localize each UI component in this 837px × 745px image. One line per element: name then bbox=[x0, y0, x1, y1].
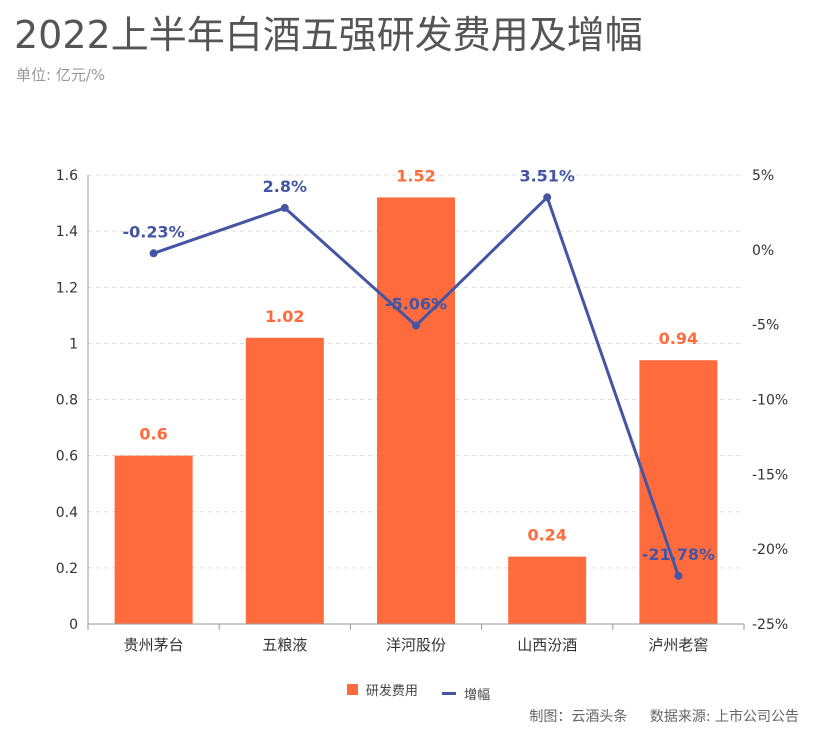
left-y-axis: 0 0.2 0.4 0.6 0.8 1 1.2 1.4 1.6 bbox=[56, 168, 89, 633]
right-y-axis: -25% -20% -15% -10% -5% 0% 5% bbox=[752, 168, 788, 633]
left-tick-label: 0.4 bbox=[56, 505, 78, 521]
line-value-label: -0.23% bbox=[123, 222, 185, 241]
right-tick-label: -10% bbox=[752, 393, 788, 409]
bar-value-label: 1.52 bbox=[396, 166, 435, 185]
left-tick-label: 1.6 bbox=[56, 168, 78, 184]
right-tick-label: -20% bbox=[752, 542, 788, 558]
bar-series bbox=[114, 197, 718, 624]
legend-bar-label: 研发费用 bbox=[365, 684, 418, 699]
line-point bbox=[149, 249, 158, 258]
line-series bbox=[149, 193, 683, 580]
x-tick-label: 洋河股份 bbox=[386, 636, 446, 654]
bar-value-label: 0.24 bbox=[527, 526, 566, 545]
bar bbox=[639, 360, 718, 624]
legend-item-bar[interactable]: 研发费用 bbox=[346, 680, 418, 699]
left-tick-label: 1.2 bbox=[56, 280, 78, 296]
right-tick-label: -5% bbox=[752, 318, 779, 334]
legend-item-line[interactable]: 增幅 bbox=[442, 684, 490, 703]
left-tick-label: 0.8 bbox=[56, 393, 78, 409]
credits: 制图：云酒头条 数据来源: 上市公司公告 bbox=[511, 706, 799, 726]
data-labels: 0.6 1.02 1.52 0.24 0.94 -0.23% 2.8% -5.06% 3.51%… bbox=[123, 166, 716, 564]
bar bbox=[245, 337, 324, 624]
bar-value-label: 0.6 bbox=[139, 425, 167, 444]
bar-value-label: 1.02 bbox=[265, 307, 304, 326]
x-tick-label: 泸州老窖 bbox=[648, 636, 708, 654]
bar-value-label: 0.94 bbox=[659, 329, 698, 348]
credit-maker: 制图：云酒头条 bbox=[529, 709, 628, 725]
left-tick-label: 1 bbox=[69, 336, 78, 352]
line-point bbox=[674, 571, 683, 580]
line-point bbox=[280, 203, 289, 212]
right-tick-label: 5% bbox=[752, 168, 774, 184]
x-tick-label: 贵州茅台 bbox=[124, 636, 184, 654]
bar bbox=[114, 455, 193, 624]
chart-title: 2022上半年白酒五强研发费用及增幅 bbox=[14, 13, 643, 57]
line-value-label: 2.8% bbox=[263, 177, 307, 196]
left-tick-label: 0 bbox=[69, 617, 78, 633]
left-tick-label: 0.6 bbox=[56, 449, 78, 465]
right-tick-label: 0% bbox=[752, 243, 774, 259]
x-tick-label: 五粮液 bbox=[262, 636, 307, 654]
bar bbox=[508, 556, 587, 624]
unit-label: 单位: 亿元/% bbox=[16, 66, 106, 84]
credit-source: 数据来源: 上市公司公告 bbox=[649, 709, 799, 725]
left-tick-label: 1.4 bbox=[56, 224, 78, 240]
line-value-label: 3.51% bbox=[519, 166, 575, 185]
legend-bar-swatch bbox=[346, 684, 358, 695]
line-point bbox=[543, 193, 552, 202]
x-tick-label: 山西汾酒 bbox=[517, 636, 577, 654]
right-tick-label: -15% bbox=[752, 467, 788, 483]
x-axis: 贵州茅台 五粮液 洋河股份 山西汾酒 泸州老窖 bbox=[87, 623, 745, 654]
line-value-label: -5.06% bbox=[385, 295, 447, 314]
line-value-label: -21.78% bbox=[642, 545, 715, 564]
right-tick-label: -25% bbox=[752, 617, 788, 633]
left-tick-label: 0.2 bbox=[56, 561, 78, 577]
line-point bbox=[412, 321, 420, 330]
legend-line-label: 增幅 bbox=[464, 688, 491, 703]
bar bbox=[377, 197, 455, 624]
legend: 研发费用 增幅 bbox=[0, 680, 837, 703]
legend-line-swatch bbox=[442, 692, 457, 695]
